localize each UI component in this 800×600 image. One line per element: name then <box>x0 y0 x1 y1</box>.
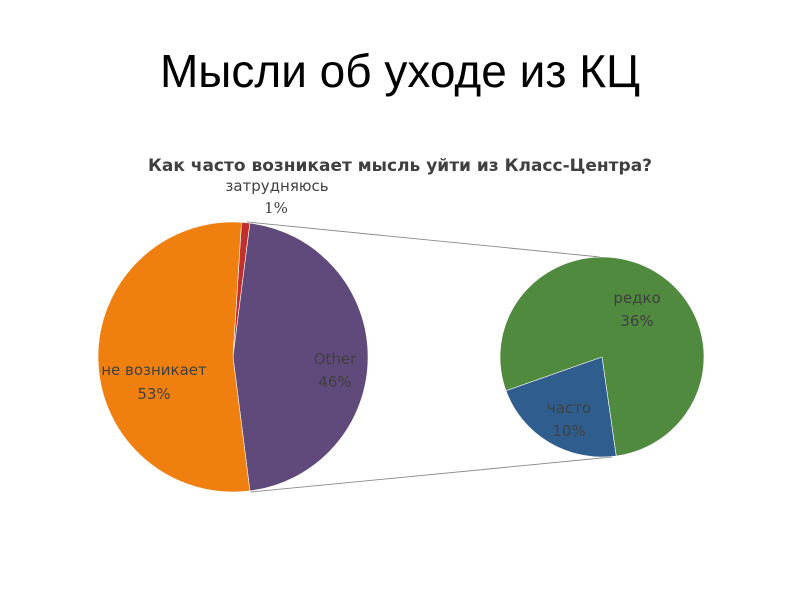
main-pie-slice-2 <box>97 221 251 493</box>
breakout-pie-slice-1 <box>505 356 617 458</box>
breakout-pie-slice-0 <box>499 256 705 457</box>
label-redko-percent: 36% <box>620 312 653 330</box>
connector-lines <box>246 221 613 493</box>
label-zatrudnyayus: затрудняюсь 1% <box>225 177 328 217</box>
label-redko: редко 36% <box>613 289 660 330</box>
breakout-pie <box>499 256 705 458</box>
label-other-percent: 46% <box>318 373 351 391</box>
label-chasto-percent: 10% <box>552 422 585 440</box>
label-ne-voznikaet-name: не возникает <box>101 361 207 379</box>
label-chasto-name: часто <box>547 399 591 417</box>
label-zatrudnyayus-name: затрудняюсь <box>225 177 328 195</box>
label-ne-voznikaet-percent: 53% <box>137 385 170 403</box>
label-zatrudnyayus-percent: 1% <box>264 199 288 217</box>
label-other-name: Other <box>314 350 357 368</box>
label-redko-name: редко <box>613 289 660 307</box>
connector-line-top <box>246 221 601 258</box>
label-ne-voznikaet: не возникает 53% <box>101 361 207 403</box>
label-chasto: часто 10% <box>547 399 591 440</box>
slide-title: Мысли об уходе из КЦ <box>159 45 641 97</box>
chart-title: Как часто возникает мысль уйти из Класс-… <box>148 156 652 176</box>
label-other: Other 46% <box>314 350 357 391</box>
connector-line-bottom <box>250 456 613 493</box>
main-pie-slice-1 <box>232 222 369 492</box>
main-pie <box>97 221 369 493</box>
